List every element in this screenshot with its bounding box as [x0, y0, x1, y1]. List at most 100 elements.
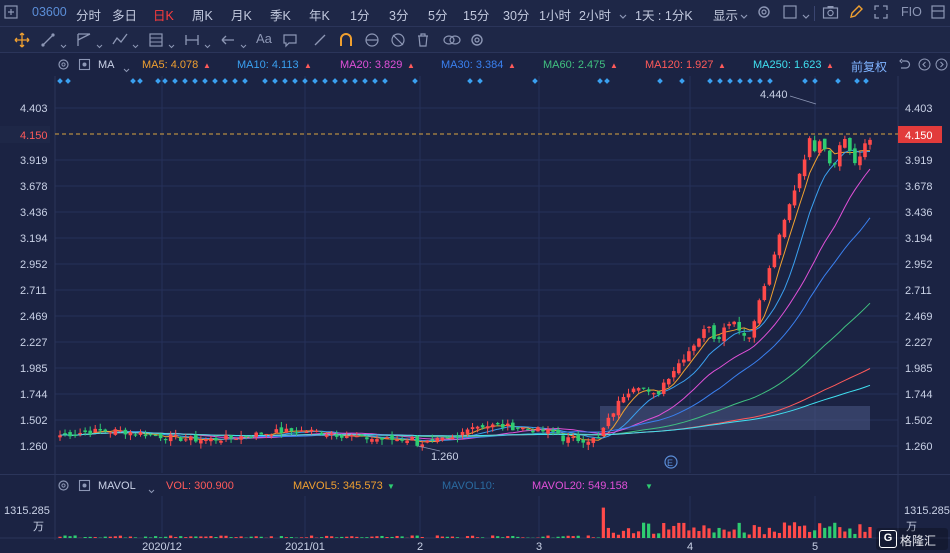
chevron-down-icon[interactable]: [240, 38, 247, 52]
settings-icon[interactable]: [469, 32, 485, 51]
signal-marker: [192, 78, 198, 84]
volume-bar: [707, 528, 711, 538]
signal-marker: [182, 78, 188, 84]
chevron-down-icon[interactable]: [132, 38, 139, 52]
period-tab-1[interactable]: 多日: [112, 9, 138, 23]
candle-body: [284, 428, 289, 433]
signal-marker: [212, 78, 218, 84]
divider: [814, 6, 815, 21]
price-tick-label: 1.744: [20, 389, 48, 401]
volume-bar: [445, 536, 449, 538]
adjust-mode-button[interactable]: 前复权: [851, 60, 888, 74]
volume-bar: [657, 533, 661, 538]
move-icon[interactable]: [14, 32, 30, 51]
period-tab-11[interactable]: 30分: [503, 9, 530, 23]
pencil-icon[interactable]: [848, 4, 864, 23]
signal-marker: [707, 78, 713, 84]
polyline-tool-icon[interactable]: [112, 32, 128, 51]
candle-body: [133, 434, 138, 436]
candle-body: [385, 437, 389, 439]
volume-bar: [83, 536, 87, 538]
candle-body: [324, 434, 329, 437]
pen-tool-icon[interactable]: [312, 32, 328, 51]
volume-bar: [455, 537, 460, 538]
eye-icon[interactable]: [78, 58, 91, 74]
eye-icon[interactable]: [78, 479, 91, 495]
gear-icon[interactable]: [756, 4, 772, 23]
period-tab-13[interactable]: 2小时: [579, 9, 611, 23]
chevron-down-icon[interactable]: [204, 38, 211, 52]
arrow-tool-icon[interactable]: [220, 32, 236, 51]
price-tick-label: 1.502: [20, 415, 48, 427]
signal-marker: [812, 78, 818, 84]
candle-body: [671, 371, 676, 378]
period-tab-8[interactable]: 3分: [389, 9, 409, 23]
drawing-toolbar: Aa: [0, 27, 950, 53]
fibonacci-tool-icon[interactable]: [148, 32, 164, 51]
chevron-down-icon[interactable]: [60, 38, 67, 52]
fullscreen-icon[interactable]: [873, 4, 889, 23]
candle-body: [500, 424, 505, 428]
period-tab-4[interactable]: 月K: [231, 9, 252, 23]
candle-body: [370, 439, 374, 442]
period-tab-6[interactable]: 年K: [309, 9, 330, 23]
candle-body: [309, 429, 314, 432]
candle-body: [656, 391, 661, 395]
gear-icon[interactable]: [57, 58, 70, 74]
period-tab-12[interactable]: 1小时: [539, 9, 571, 23]
signal-marker: [130, 78, 136, 84]
link-icon[interactable]: [443, 32, 461, 51]
chevron-down-icon[interactable]: [96, 38, 103, 52]
current-price-label: 4.150: [905, 130, 933, 142]
chevron-down-icon[interactable]: [148, 483, 155, 497]
expand-icon[interactable]: [4, 5, 18, 22]
period-tab-9[interactable]: 5分: [428, 9, 448, 23]
trash-icon[interactable]: [415, 32, 431, 51]
camera-icon[interactable]: [822, 4, 839, 23]
magnet-icon[interactable]: [338, 32, 354, 51]
signal-marker: [222, 78, 228, 84]
chevron-down-icon[interactable]: [123, 62, 130, 76]
gear-icon[interactable]: [57, 479, 70, 495]
eye-icon[interactable]: [364, 32, 380, 51]
period-tab-10[interactable]: 15分: [463, 9, 490, 23]
period-tab-0[interactable]: 分时: [76, 9, 102, 23]
fio-button[interactable]: FIO: [901, 5, 922, 19]
text-tool-icon[interactable]: Aa: [256, 31, 272, 46]
range-tool-icon[interactable]: [184, 32, 200, 51]
note-tool-icon[interactable]: [282, 32, 298, 51]
volume-bar: [823, 527, 827, 538]
candle-body: [118, 430, 123, 432]
chevron-down-icon[interactable]: [740, 9, 748, 23]
ma-value-3: MA30: 3.384: [441, 59, 504, 71]
hide-icon[interactable]: [390, 32, 406, 51]
ma-indicator-name[interactable]: MA: [98, 59, 115, 71]
period-tab-3[interactable]: 周K: [192, 9, 213, 23]
volume-bar: [752, 525, 756, 538]
chevron-left-icon[interactable]: [918, 58, 931, 74]
volume-bar: [475, 537, 480, 538]
checkbox-icon[interactable]: [782, 4, 798, 23]
volume-indicator-name[interactable]: MAVOL: [98, 480, 136, 492]
period-tab-5[interactable]: 季K: [270, 9, 291, 23]
display-menu[interactable]: 显示: [713, 9, 739, 23]
undo-icon[interactable]: [898, 58, 911, 74]
chevron-down-icon[interactable]: [619, 9, 627, 23]
ray-tool-icon[interactable]: [76, 32, 92, 51]
period-tab-2[interactable]: 日K: [153, 9, 174, 23]
signal-marker: [272, 78, 278, 84]
collapse-icon[interactable]: [930, 4, 946, 23]
volume-bar: [818, 523, 822, 538]
chevron-down-icon[interactable]: [802, 9, 810, 23]
volume-bar: [450, 536, 455, 538]
price-tick-label: 3.678: [20, 181, 48, 193]
line-tool-icon[interactable]: [40, 32, 56, 51]
chevron-right-icon[interactable]: [935, 58, 948, 74]
period-tab-7[interactable]: 1分: [350, 9, 370, 23]
chevron-down-icon[interactable]: [168, 38, 175, 52]
candle-body: [410, 437, 414, 441]
candle-body: [289, 428, 294, 432]
price-tick-label: 1.744: [905, 389, 933, 401]
period-select[interactable]: 1天 : 1分K: [635, 9, 693, 23]
